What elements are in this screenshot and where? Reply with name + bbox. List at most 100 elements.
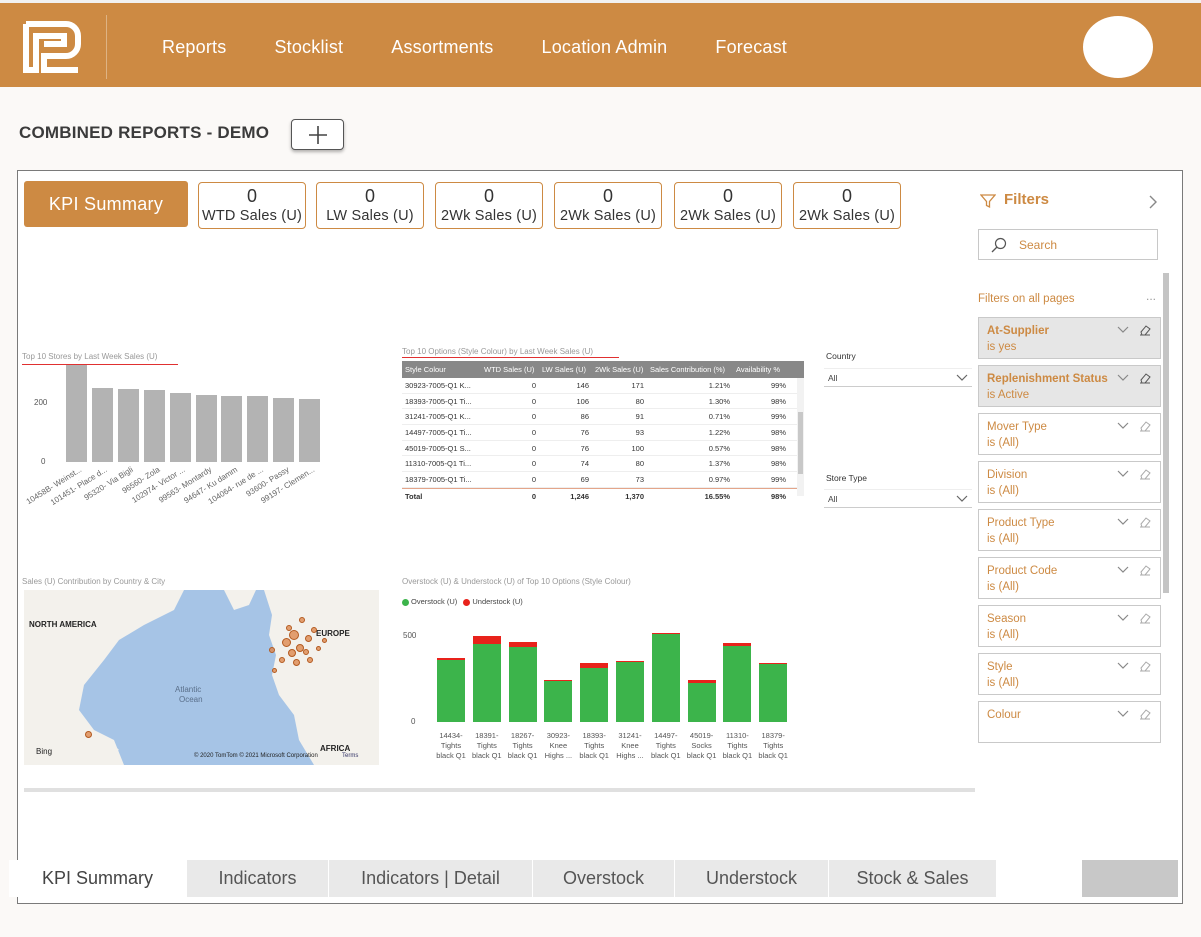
- col-header[interactable]: Style Colour: [405, 365, 446, 374]
- store-bar[interactable]: [91, 387, 113, 462]
- table-row[interactable]: 18379-7005-Q1 Ti... 0 69 73 0.97% 99%: [402, 472, 804, 488]
- store-bar[interactable]: [66, 364, 87, 462]
- chevron-down-icon[interactable]: [1117, 324, 1129, 334]
- map-bubble[interactable]: [315, 645, 321, 651]
- map-bubble[interactable]: [288, 649, 296, 657]
- more-options-icon[interactable]: ...: [1146, 289, 1157, 303]
- add-report-button[interactable]: [291, 119, 344, 150]
- overstock-bar[interactable]: [759, 663, 788, 722]
- nav-forecast[interactable]: Forecast: [715, 37, 788, 57]
- understock-bar[interactable]: [508, 642, 537, 648]
- col-header[interactable]: 2Wk Sales (U): [595, 365, 644, 374]
- eraser-icon[interactable]: [1139, 564, 1151, 576]
- store-bar[interactable]: [117, 388, 139, 462]
- store-bar[interactable]: [195, 394, 217, 462]
- scrollbar-thumb[interactable]: [1163, 273, 1169, 593]
- tab-understock[interactable]: Understock: [675, 860, 829, 897]
- eraser-icon[interactable]: [1139, 516, 1151, 528]
- store-bar[interactable]: [247, 396, 269, 462]
- table-row[interactable]: 14497-7005-Q1 Ti... 0 76 93 1.22% 98%: [402, 425, 804, 441]
- map-bubble[interactable]: [303, 649, 309, 655]
- filter-card-at-supplier[interactable]: At-Supplier is yes: [978, 317, 1161, 359]
- understock-bar[interactable]: [759, 662, 788, 664]
- map-bubble[interactable]: [84, 730, 92, 738]
- filter-card-product-type[interactable]: Product Type is (All): [978, 509, 1161, 551]
- chevron-down-icon[interactable]: [1117, 708, 1129, 718]
- map-bubble[interactable]: [289, 630, 299, 640]
- filter-card-mover-type[interactable]: Mover Type is (All): [978, 413, 1161, 455]
- map-terms-link[interactable]: Terms: [342, 753, 359, 759]
- overstock-bar[interactable]: [616, 661, 644, 722]
- chevron-down-icon[interactable]: [1117, 516, 1129, 526]
- map-bubble[interactable]: [281, 637, 291, 647]
- overstock-bar[interactable]: [687, 683, 716, 722]
- understock-bar[interactable]: [437, 658, 465, 660]
- filter-card-style[interactable]: Style is (All): [978, 653, 1161, 695]
- map-bubble[interactable]: [269, 647, 275, 653]
- map-bubble[interactable]: [311, 627, 317, 633]
- map-bubble[interactable]: [299, 617, 305, 623]
- table-row[interactable]: 31241-7005-Q1 K... 0 86 91 0.71% 99%: [402, 409, 804, 426]
- table-scrollbar[interactable]: [797, 378, 804, 496]
- chevron-down-icon[interactable]: [1117, 660, 1129, 670]
- filter-card-season[interactable]: Season is (All): [978, 605, 1161, 647]
- overstock-bar[interactable]: [437, 659, 465, 722]
- eraser-icon[interactable]: [1139, 612, 1151, 624]
- filters-scrollbar[interactable]: [1163, 273, 1169, 593]
- understock-bar[interactable]: [580, 662, 609, 669]
- nav-stocklist[interactable]: Stocklist: [274, 37, 344, 57]
- eraser-icon[interactable]: [1139, 324, 1151, 336]
- tab-indicators[interactable]: Indicators: [187, 860, 329, 897]
- col-header[interactable]: Availability %: [736, 365, 781, 374]
- sales-map[interactable]: NORTH AMERICA EUROPE Atlantic Ocean AFRI…: [24, 590, 379, 765]
- store-bar[interactable]: [221, 395, 243, 462]
- store-bar[interactable]: [169, 393, 191, 462]
- nav-reports[interactable]: Reports: [162, 37, 227, 57]
- map-bubble[interactable]: [286, 625, 292, 631]
- eraser-icon[interactable]: [1139, 708, 1151, 720]
- eraser-icon[interactable]: [1139, 468, 1151, 480]
- map-bubble[interactable]: [292, 658, 300, 666]
- filter-card-colour[interactable]: Colour: [978, 701, 1161, 743]
- table-row[interactable]: 18393-7005-Q1 Ti... 0 106 80 1.30% 98%: [402, 394, 804, 410]
- chevron-down-icon[interactable]: [1117, 420, 1129, 430]
- scrollbar-thumb[interactable]: [798, 412, 803, 474]
- chevron-down-icon[interactable]: [1117, 468, 1129, 478]
- col-header[interactable]: Sales Contribution (%): [650, 365, 726, 374]
- store-type-slicer[interactable]: All: [824, 489, 972, 508]
- filter-card-product-code[interactable]: Product Code is (All): [978, 557, 1161, 599]
- understock-bar[interactable]: [544, 679, 573, 682]
- eraser-icon[interactable]: [1139, 660, 1151, 672]
- country-slicer[interactable]: All: [824, 368, 972, 387]
- understock-bar[interactable]: [651, 632, 680, 634]
- eraser-icon[interactable]: [1139, 420, 1151, 432]
- overstock-bar[interactable]: [723, 645, 752, 722]
- kpi-summary-button[interactable]: KPI Summary: [24, 181, 188, 227]
- chevron-right-icon[interactable]: [1148, 195, 1158, 209]
- tab-indicators-detail[interactable]: Indicators | Detail: [329, 860, 533, 897]
- col-header[interactable]: WTD Sales (U): [484, 365, 535, 374]
- overstock-bar[interactable]: [508, 647, 537, 722]
- understock-bar[interactable]: [687, 680, 716, 684]
- avatar[interactable]: [1083, 16, 1153, 78]
- brand-logo-icon[interactable]: [22, 18, 82, 76]
- store-bar[interactable]: [143, 390, 165, 462]
- map-bubble[interactable]: [279, 657, 285, 663]
- store-bar[interactable]: [273, 397, 295, 462]
- map-bubble[interactable]: [321, 637, 327, 643]
- col-header[interactable]: LW Sales (U): [542, 365, 587, 374]
- map-bubble[interactable]: [296, 644, 304, 652]
- table-row[interactable]: 45019-7005-Q1 S... 0 76 100 0.57% 98%: [402, 441, 804, 457]
- filter-card-replenishment-status[interactable]: Replenishment Status is Active: [978, 365, 1161, 407]
- nav-location-admin[interactable]: Location Admin: [541, 37, 668, 57]
- overstock-bar[interactable]: [580, 668, 609, 722]
- map-bubble[interactable]: [307, 657, 313, 663]
- store-bar[interactable]: [299, 399, 321, 462]
- overstock-bar[interactable]: [651, 633, 680, 722]
- tab-overstock[interactable]: Overstock: [533, 860, 675, 897]
- chevron-down-icon[interactable]: [1117, 564, 1129, 574]
- understock-bar[interactable]: [723, 643, 752, 646]
- table-row[interactable]: 30923-7005-Q1 K... 0 146 171 1.21% 99%: [402, 378, 804, 394]
- overstock-bar[interactable]: [544, 681, 573, 722]
- understock-bar[interactable]: [472, 636, 501, 644]
